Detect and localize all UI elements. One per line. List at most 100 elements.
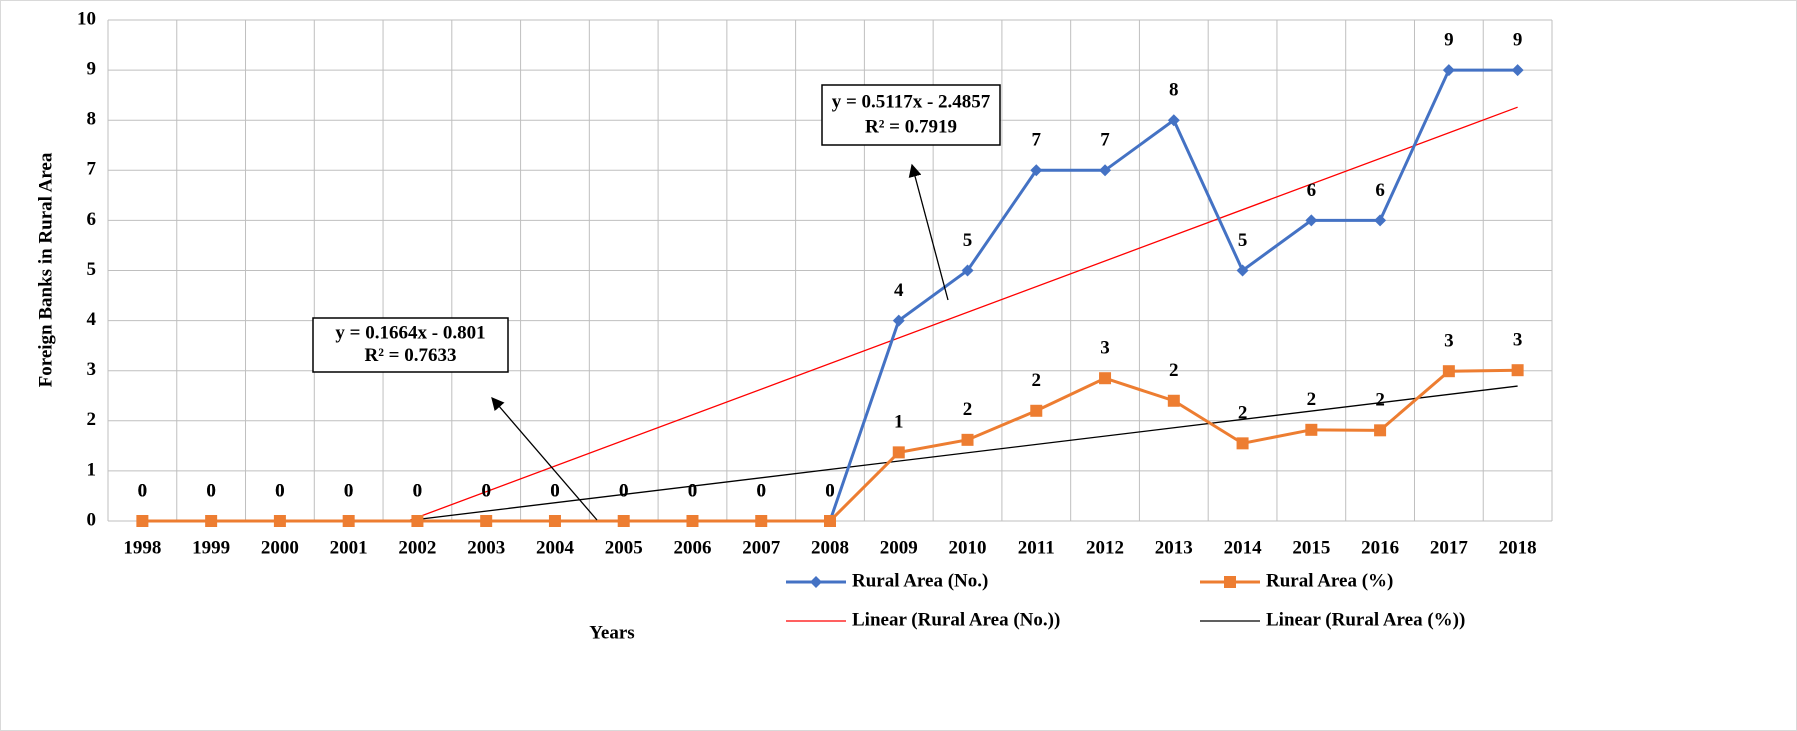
legend-marker (1224, 576, 1236, 588)
data-label: 3 (1444, 331, 1454, 352)
arrow (908, 163, 949, 301)
data-label: 0 (413, 480, 423, 501)
point (1374, 214, 1387, 227)
data-label: 0 (550, 480, 560, 501)
data-label: 0 (825, 480, 835, 501)
point (1099, 372, 1112, 385)
data-label: 0 (688, 480, 698, 501)
point (1374, 424, 1387, 437)
y-tick-label: 10 (77, 8, 96, 29)
x-tick-label: 2010 (949, 537, 987, 558)
data-label: 0 (688, 480, 698, 501)
y-tick-label: 5 (87, 259, 97, 280)
legend-label: Rural Area (No.) (852, 570, 988, 591)
point (1030, 164, 1043, 177)
point (1442, 64, 1455, 77)
equation-box (821, 84, 1001, 146)
equation: y = 0.5117x - 2.4857 (832, 91, 991, 112)
data-label: 8 (1169, 80, 1179, 101)
x-tick-label: 2000 (261, 537, 299, 558)
data-label: 0 (756, 480, 766, 501)
point (1236, 437, 1249, 450)
point (617, 515, 630, 527)
data-label: 6 (1307, 180, 1317, 201)
data-label: 0 (413, 480, 423, 501)
x-axis-title: Years (589, 622, 634, 643)
equation: y = 0.1664x - 0.801 (335, 323, 485, 344)
legend-label: Linear (Rural Area (%)) (1266, 609, 1465, 630)
point (961, 264, 974, 277)
point (273, 515, 286, 527)
x-tick-label: 2012 (1086, 537, 1124, 558)
data-label: 9 (1444, 29, 1454, 50)
data-label: 2 (1238, 403, 1248, 424)
data-label: 0 (138, 480, 148, 501)
data-label: 6 (1375, 180, 1385, 201)
data-label: 0 (481, 480, 491, 501)
y-tick-label: 9 (87, 58, 97, 79)
point (1305, 423, 1318, 436)
data-label: 2 (1032, 370, 1042, 391)
r-squared: R² = 0.7633 (365, 345, 457, 366)
data-label: 3 (1100, 338, 1110, 359)
data-label: 0 (481, 480, 491, 501)
y-tick-label: 1 (87, 459, 97, 480)
y-tick-label: 2 (87, 409, 97, 430)
x-tick-label: 2003 (467, 537, 505, 558)
trendline (399, 385, 1518, 521)
y-tick-label: 3 (87, 359, 97, 380)
data-label: 0 (756, 480, 766, 501)
point (1511, 364, 1524, 377)
point (892, 446, 905, 459)
x-tick-label: 2001 (330, 537, 368, 558)
r-squared: R² = 0.7919 (865, 117, 957, 138)
point (686, 515, 699, 527)
point (480, 515, 493, 527)
data-label: 3 (1513, 330, 1523, 351)
data-label: 0 (550, 480, 560, 501)
x-tick-label: 2008 (811, 537, 849, 558)
data-label: 0 (206, 480, 216, 501)
equation-box (312, 317, 509, 373)
data-label: 2 (1307, 389, 1317, 410)
x-tick-label: 2006 (673, 537, 711, 558)
x-tick-label: 2016 (1361, 537, 1399, 558)
x-tick-label: 2009 (880, 537, 918, 558)
y-tick-label: 4 (87, 309, 97, 330)
data-label: 0 (275, 480, 285, 501)
x-tick-label: 2005 (605, 537, 643, 558)
point (1236, 264, 1249, 277)
data-label: 5 (963, 230, 973, 251)
data-label: 7 (1032, 130, 1042, 151)
data-label: 7 (1100, 130, 1110, 151)
y-axis-title: Foreign Banks in Rural Area (35, 152, 56, 387)
legend-marker (810, 576, 822, 588)
trendline (405, 106, 1518, 521)
point (755, 515, 768, 527)
data-label: 0 (619, 480, 629, 501)
x-tick-label: 2007 (742, 537, 781, 558)
x-tick-label: 2018 (1499, 537, 1537, 558)
y-tick-label: 6 (87, 209, 97, 230)
point (892, 314, 905, 327)
x-tick-label: 1998 (123, 537, 161, 558)
data-label: 0 (275, 480, 285, 501)
legend-label: Rural Area (%) (1266, 570, 1393, 591)
point (342, 515, 355, 527)
point (548, 515, 561, 527)
x-tick-label: 2002 (398, 537, 436, 558)
x-tick-label: 2017 (1430, 537, 1469, 558)
data-label: 4 (894, 280, 904, 301)
x-tick-label: 2004 (536, 537, 575, 558)
point (136, 515, 149, 527)
data-label: 1 (894, 412, 904, 433)
x-tick-label: 2014 (1224, 537, 1263, 558)
data-label: 0 (206, 480, 216, 501)
point (1099, 164, 1112, 177)
x-tick-label: 2015 (1292, 537, 1330, 558)
point (1167, 114, 1180, 127)
legend-label: Linear (Rural Area (No.)) (852, 609, 1060, 630)
point (411, 515, 424, 527)
data-label: 5 (1238, 230, 1248, 251)
point (1511, 64, 1524, 77)
